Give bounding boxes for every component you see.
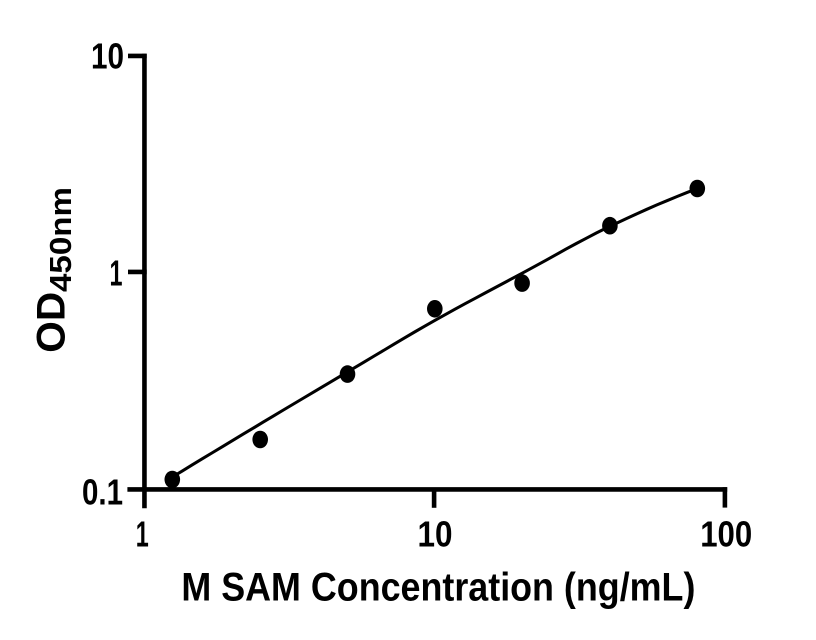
svg-text:0.1: 0.1: [82, 471, 123, 512]
svg-text:450nm: 450nm: [43, 187, 78, 292]
svg-text:OD: OD: [30, 292, 74, 353]
svg-text:10: 10: [418, 513, 453, 554]
svg-text:10: 10: [91, 36, 124, 77]
svg-text:1: 1: [136, 514, 149, 555]
svg-text:1: 1: [110, 253, 123, 294]
svg-text:M SAM Concentration (ng/mL): M SAM Concentration (ng/mL): [181, 566, 695, 610]
svg-text:100: 100: [700, 514, 752, 555]
